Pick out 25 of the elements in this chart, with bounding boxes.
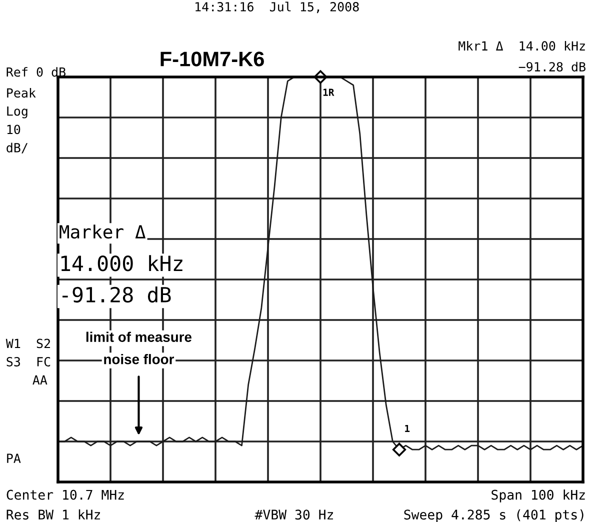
text: Log — [7, 106, 28, 118]
annotation: 14.000 kHz — [61, 255, 182, 272]
text: −91.28 dB — [518, 62, 586, 72]
annotation: -91.28 dB — [62, 286, 171, 303]
annotation: noise floor — [104, 354, 174, 364]
text: Peak — [7, 88, 36, 98]
text: Span 100 kHz — [492, 490, 585, 502]
text: dB/ — [6, 142, 28, 154]
text: Sweep 4.285 s (401 pts) — [404, 509, 584, 522]
text: Res BW 1 kHz — [6, 509, 100, 520]
text: 10 — [7, 124, 20, 134]
text: Ref 0 dB — [6, 67, 66, 77]
text: Center 10.7 MHz — [6, 490, 124, 500]
text: S3 FC — [6, 356, 50, 366]
annotation: limit of measure — [86, 332, 192, 342]
annotation: Marker Δ — [60, 224, 146, 239]
text: #VBW 30 Hz — [254, 510, 333, 520]
chart-title: F-10M7-K6 — [160, 52, 264, 66]
text: W1 S2 — [6, 338, 50, 348]
annotation: 1R — [323, 88, 334, 96]
text: PA — [7, 454, 21, 463]
text: Mkr1 Δ 14.00 kHz — [458, 40, 585, 51]
text: AA — [32, 375, 48, 385]
text: 14:31:16 Jul 15, 2008 — [196, 2, 359, 14]
annotation: 1 — [405, 424, 410, 432]
